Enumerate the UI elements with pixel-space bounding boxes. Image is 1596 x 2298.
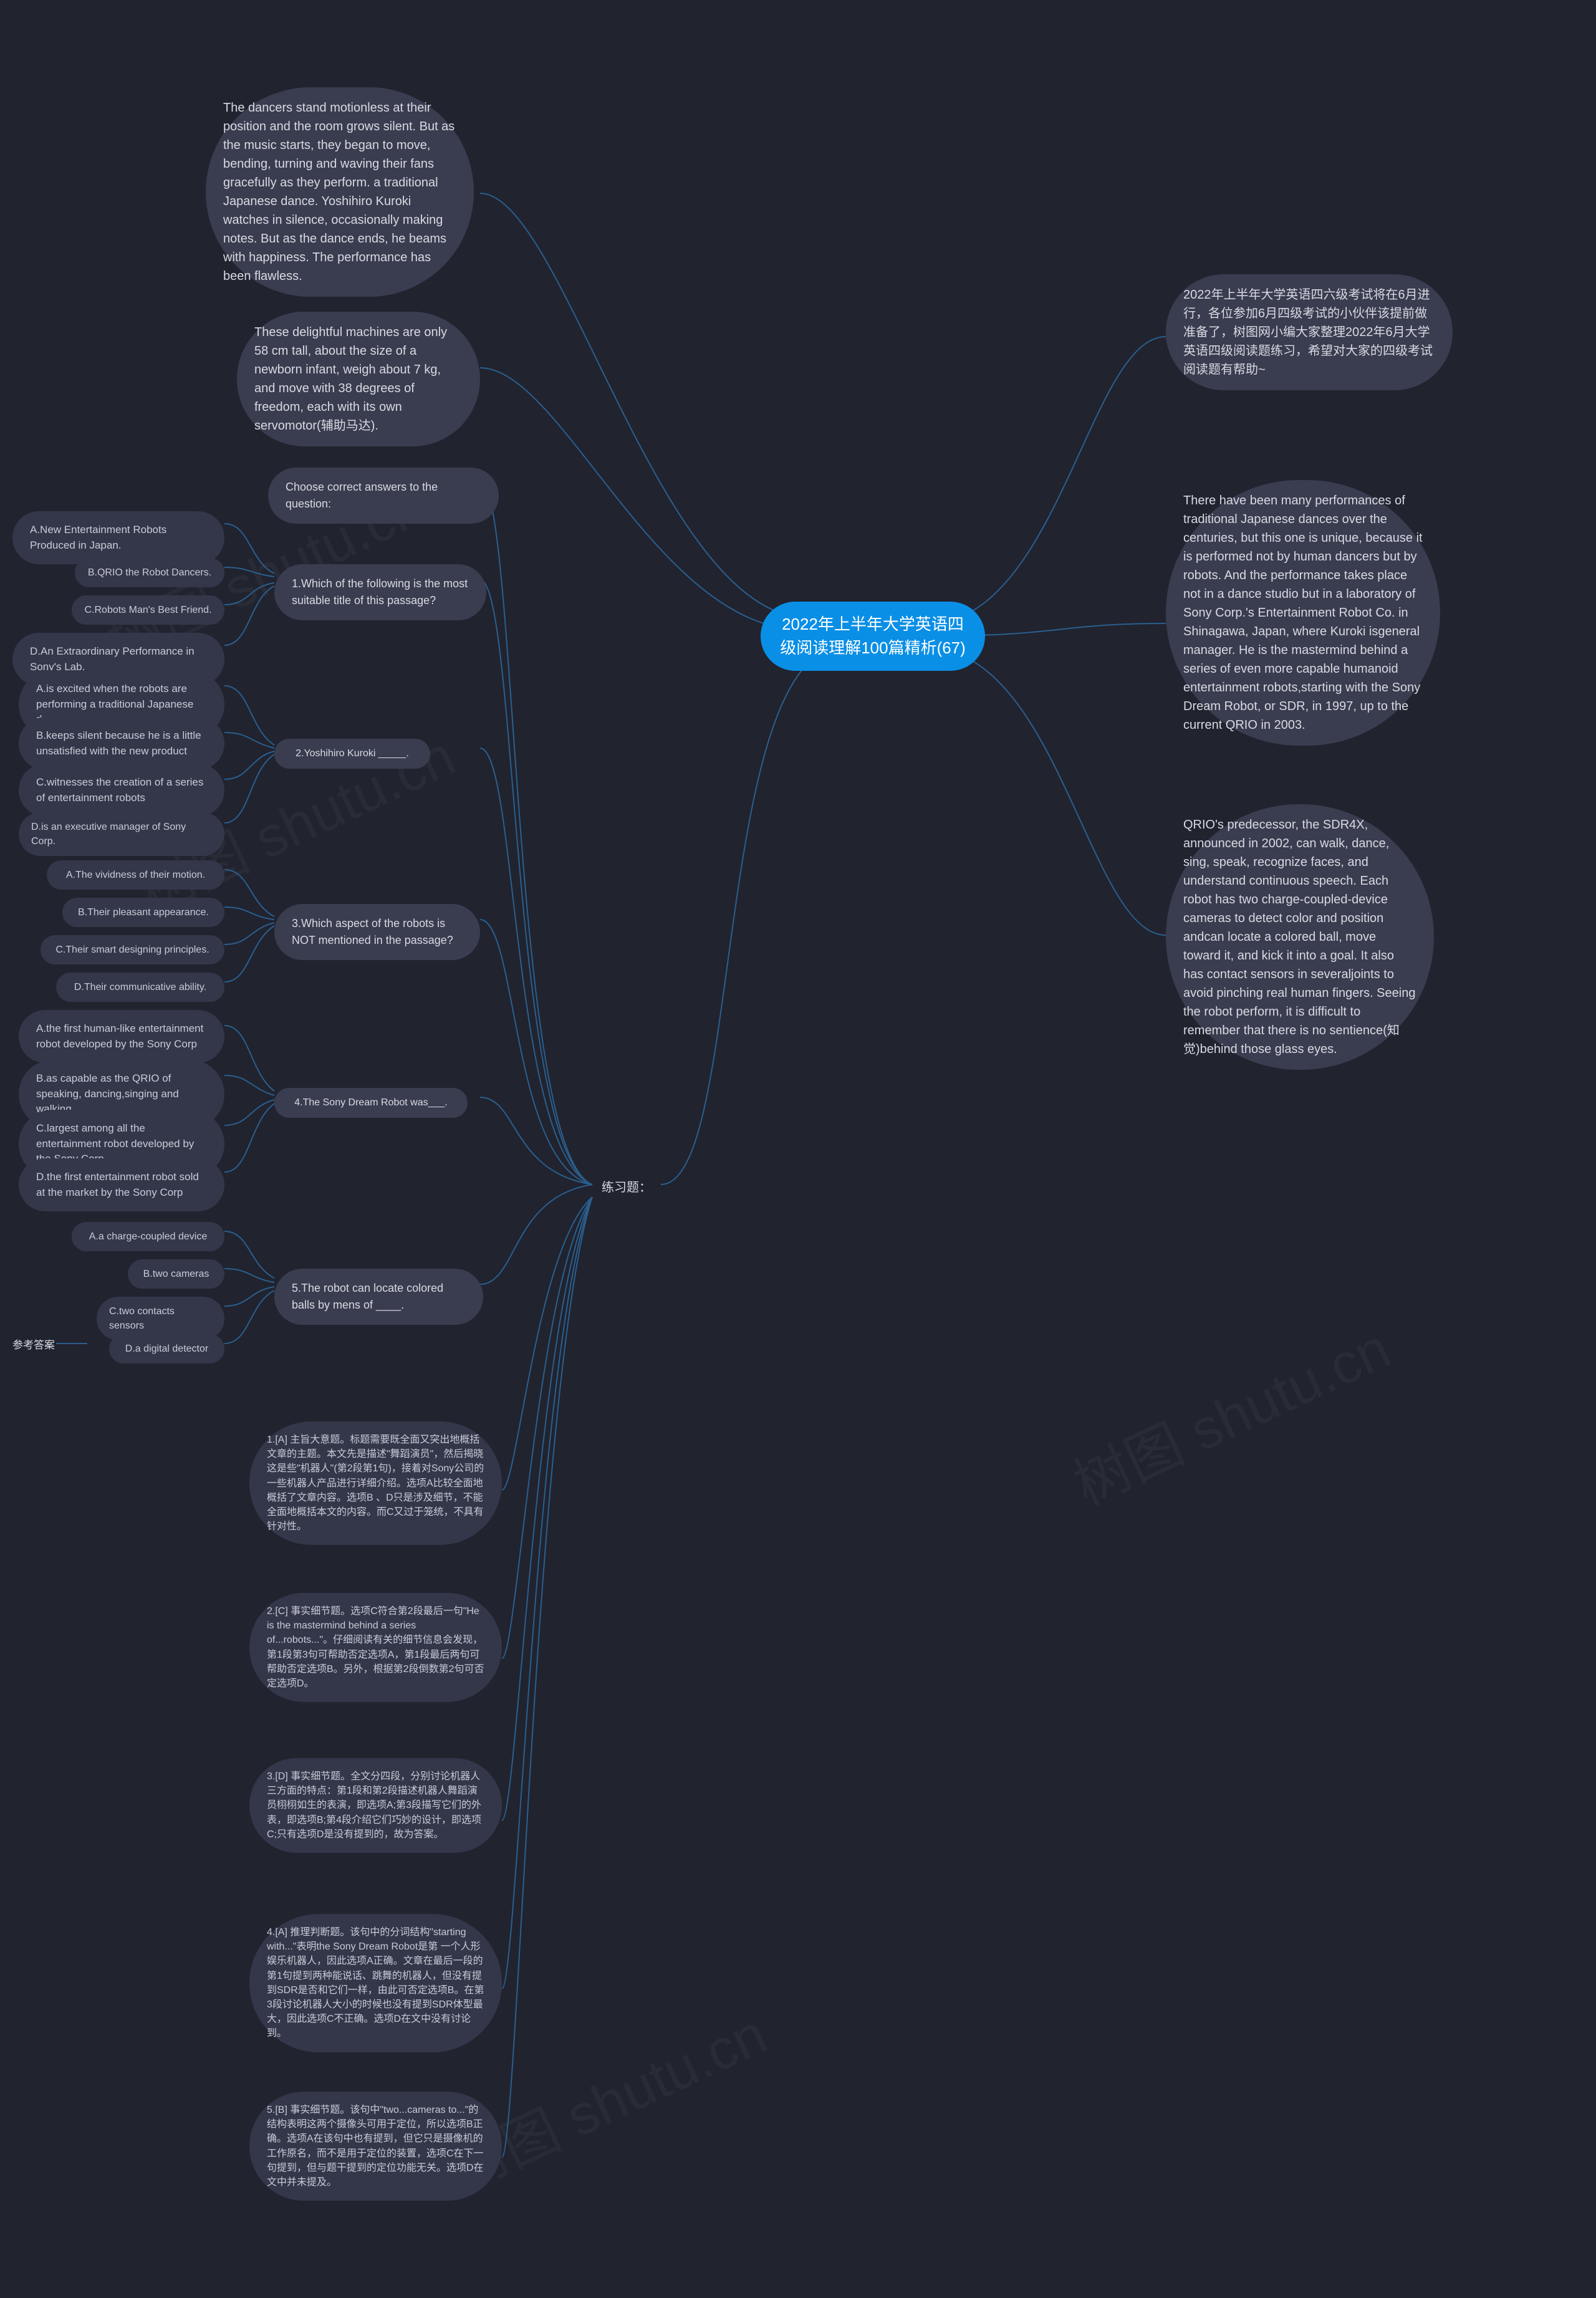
left-para4-text: These delightful machines are only 58 cm… xyxy=(254,323,463,435)
q1-b[interactable]: B.QRIO the Robot Dancers. xyxy=(75,558,224,587)
left-para1-text: The dancers stand motionless at their po… xyxy=(223,99,456,286)
center-node[interactable]: 2022年上半年大学英语四 级阅读理解100篇精析(67) xyxy=(761,602,985,671)
q5-b[interactable]: B.two cameras xyxy=(128,1259,224,1289)
q2-node[interactable]: 2.Yoshihiro Kuroki _____. xyxy=(274,739,430,769)
left-para1[interactable]: The dancers stand motionless at their po… xyxy=(206,87,474,297)
practice-label[interactable]: 练习题： xyxy=(602,1177,651,1195)
q1-c[interactable]: C.Robots Man's Best Friend. xyxy=(72,595,224,625)
exp2[interactable]: 2.[C] 事实细节题。选项C符合第2段最后一句"He is the maste… xyxy=(249,1593,502,1702)
q2-c[interactable]: C.witnesses the creation of a series of … xyxy=(19,764,224,817)
right-para3-text: QRIO's predecessor, the SDR4X, announced… xyxy=(1183,815,1416,1059)
center-line1: 2022年上半年大学英语四 xyxy=(780,613,966,637)
choose-text: Choose correct answers to the question: xyxy=(286,479,481,512)
right-intro[interactable]: 2022年上半年大学英语四六级考试将在6月进行，各位参加6月四级考试的小伙伴该提… xyxy=(1166,274,1453,390)
q5-text: 5.The robot can locate colored balls by … xyxy=(292,1280,466,1314)
right-para2[interactable]: There have been many performances of tra… xyxy=(1166,480,1440,746)
q4-node[interactable]: 4.The Sony Dream Robot was___. xyxy=(274,1088,468,1118)
q5-d[interactable]: D.a digital detector xyxy=(109,1334,224,1363)
q2-text: 2.Yoshihiro Kuroki _____. xyxy=(296,746,409,761)
choose-node[interactable]: Choose correct answers to the question: xyxy=(268,468,499,524)
q3-d[interactable]: D.Their communicative ability. xyxy=(56,973,224,1002)
exp1[interactable]: 1.[A] 主旨大意题。标题需要既全面又突出地概括文章的主题。本文先是描述"舞蹈… xyxy=(249,1421,502,1545)
center-line2: 级阅读理解100篇精析(67) xyxy=(780,637,966,660)
q4-a[interactable]: A.the first human-like entertainment rob… xyxy=(19,1010,224,1063)
q1-text: 1.Which of the following is the most sui… xyxy=(292,575,469,609)
right-intro-text: 2022年上半年大学英语四六级考试将在6月进行，各位参加6月四级考试的小伙伴该提… xyxy=(1183,286,1435,379)
watermark: 树图 shutu.cn xyxy=(1059,1304,1401,1521)
q2-d[interactable]: D.is an executive manager of Sony Corp. xyxy=(19,812,224,856)
right-para2-text: There have been many performances of tra… xyxy=(1183,491,1423,734)
answer-label[interactable]: 参考答案 xyxy=(12,1336,55,1352)
q5-node[interactable]: 5.The robot can locate colored balls by … xyxy=(274,1269,483,1325)
q3-text: 3.Which aspect of the robots is NOT ment… xyxy=(292,915,463,949)
q4-text: 4.The Sony Dream Robot was___. xyxy=(294,1095,447,1110)
exp3[interactable]: 3.[D] 事实细节题。全文分四段，分别讨论机器人三方面的特点：第1段和第2段描… xyxy=(249,1758,502,1853)
q4-d[interactable]: D.the first entertainment robot sold at … xyxy=(19,1158,224,1211)
left-para4[interactable]: These delightful machines are only 58 cm… xyxy=(237,312,480,446)
q3-a[interactable]: A.The vividness of their motion. xyxy=(47,860,224,890)
exp5[interactable]: 5.[B] 事实细节题。该句中"two...cameras to..."的结构表… xyxy=(249,2092,502,2201)
right-para3[interactable]: QRIO's predecessor, the SDR4X, announced… xyxy=(1166,804,1434,1070)
q5-a[interactable]: A.a charge-coupled device xyxy=(72,1222,224,1251)
exp4[interactable]: 4.[A] 推理判断题。该句中的分词结构"starting with..."表明… xyxy=(249,1914,502,2052)
q3-c[interactable]: C.Their smart designing principles. xyxy=(41,935,224,964)
q1-a[interactable]: A.New Entertainment Robots Produced in J… xyxy=(12,511,224,564)
q3-node[interactable]: 3.Which aspect of the robots is NOT ment… xyxy=(274,904,480,960)
q3-b[interactable]: B.Their pleasant appearance. xyxy=(62,898,224,927)
q2-b[interactable]: B.keeps silent because he is a little un… xyxy=(19,717,224,770)
q1-node[interactable]: 1.Which of the following is the most sui… xyxy=(274,564,486,620)
